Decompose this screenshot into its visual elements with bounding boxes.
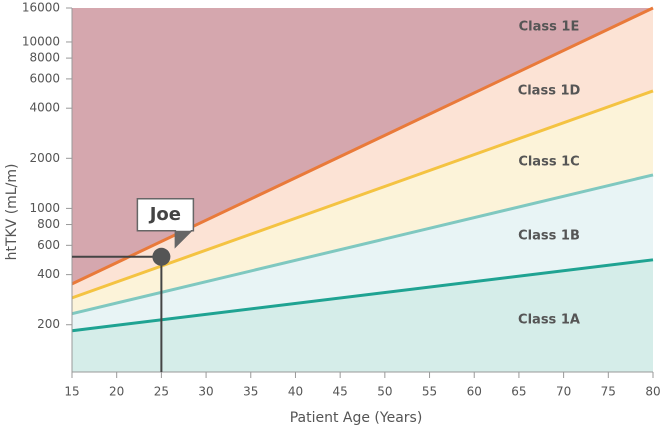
- x-axis-label: Patient Age (Years): [290, 410, 423, 426]
- x-tick-label: 50: [377, 385, 392, 399]
- x-tick-label: 35: [243, 385, 258, 399]
- class-label: Class 1B: [518, 229, 580, 244]
- y-tick-label: 8000: [29, 51, 60, 65]
- y-tick-label: 1000: [29, 201, 60, 215]
- class-region: [72, 8, 653, 298]
- x-tick-label: 15: [64, 385, 79, 399]
- x-tick-label: 25: [154, 385, 169, 399]
- y-tick-label: 4000: [29, 101, 60, 115]
- x-tick-label: 60: [467, 385, 482, 399]
- y-tick-label: 400: [37, 267, 60, 281]
- y-tick-label: 800: [37, 217, 60, 231]
- boundary-line: [71, 173, 654, 316]
- x-tick-label: 30: [198, 385, 213, 399]
- boundary-line: [71, 258, 654, 333]
- y-tick-label: 10000: [22, 34, 60, 48]
- y-tick-label: 16000: [22, 1, 60, 15]
- boundary-line: [71, 6, 654, 286]
- x-tick-label: 40: [288, 385, 303, 399]
- patient-point: [152, 247, 171, 266]
- x-tick-label: 75: [601, 385, 616, 399]
- y-tick-label: 600: [37, 238, 60, 252]
- x-tick-label: 20: [109, 385, 124, 399]
- boundary-line: [71, 89, 654, 300]
- point-label: Joe: [148, 204, 181, 225]
- class-label: Class 1E: [519, 20, 580, 35]
- x-tick-label: 65: [511, 385, 526, 399]
- x-tick-label: 45: [333, 385, 348, 399]
- y-tick-label: 6000: [29, 71, 60, 85]
- x-tick-label: 55: [422, 385, 437, 399]
- y-axis-label: htTKV (mL/m): [4, 164, 20, 261]
- class-region: [72, 259, 653, 372]
- class-label: Class 1A: [518, 313, 580, 328]
- class-region: [72, 174, 653, 331]
- y-tick-label: 2000: [29, 151, 60, 165]
- x-tick-label: 80: [645, 385, 660, 399]
- class-region: [72, 90, 653, 314]
- class-label: Class 1C: [518, 155, 579, 170]
- class-label: Class 1D: [518, 84, 581, 99]
- x-tick-label: 70: [556, 385, 571, 399]
- y-tick-label: 200: [37, 317, 60, 331]
